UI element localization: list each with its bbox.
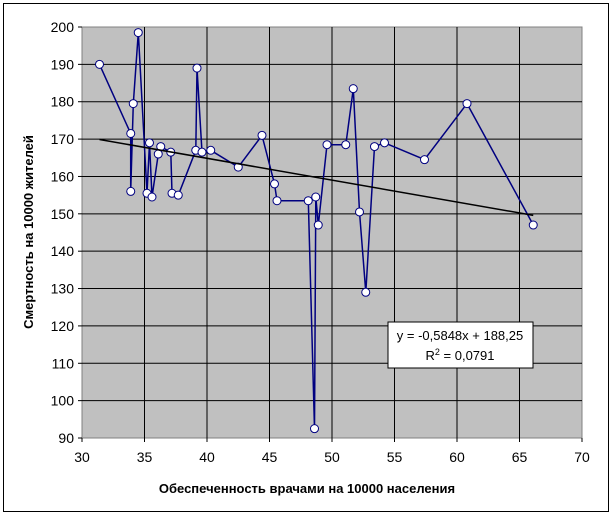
data-point bbox=[147, 192, 157, 202]
data-point bbox=[310, 424, 319, 434]
data-point bbox=[173, 190, 183, 200]
data-point bbox=[313, 220, 323, 230]
data-point bbox=[133, 28, 143, 38]
data-series bbox=[95, 28, 538, 434]
r2-value: = 0,0791 bbox=[440, 348, 495, 363]
trendline-line bbox=[99, 138, 534, 217]
y-tick-label: 160 bbox=[51, 168, 75, 184]
data-point bbox=[206, 145, 216, 155]
data-point bbox=[361, 287, 371, 297]
data-point bbox=[311, 192, 321, 202]
data-point bbox=[145, 138, 154, 148]
x-tick-label: 70 bbox=[574, 449, 590, 465]
data-point bbox=[257, 130, 267, 140]
data-point bbox=[126, 128, 136, 138]
data-point bbox=[192, 63, 202, 73]
trendline-equation: y = -0,5848x + 188,25 bbox=[397, 328, 523, 343]
y-axis-title: Смертность на 10000 жителей bbox=[21, 135, 36, 329]
data-point bbox=[348, 84, 358, 94]
data-point bbox=[95, 59, 104, 69]
tick-labels: 90 100 110 120 130 140 150 160 170 180 190 200 30 35 4… bbox=[51, 19, 590, 465]
y-tick-label: 110 bbox=[52, 355, 75, 371]
y-tick-label: 140 bbox=[51, 243, 75, 259]
y-tick-label: 190 bbox=[51, 56, 75, 72]
x-tick-label: 40 bbox=[199, 449, 215, 465]
x-tick-label: 65 bbox=[512, 449, 528, 465]
data-point bbox=[303, 196, 313, 206]
data-point bbox=[380, 138, 389, 148]
data-point bbox=[270, 179, 279, 189]
y-tick-label: 150 bbox=[51, 206, 75, 222]
y-tick-label: 200 bbox=[51, 19, 75, 35]
data-point bbox=[420, 155, 429, 165]
trendline-equation-box: y = -0,5848x + 188,25 R2 = 0,0791 bbox=[387, 321, 534, 369]
y-tick-label: 120 bbox=[51, 318, 75, 334]
data-point bbox=[126, 186, 136, 196]
y-tick-label: 100 bbox=[51, 393, 75, 409]
x-tick-label: 60 bbox=[449, 449, 465, 465]
x-tick-label: 45 bbox=[262, 449, 278, 465]
x-tick-label: 30 bbox=[74, 449, 90, 465]
trendline bbox=[99, 138, 534, 217]
r2-label: R bbox=[426, 348, 435, 363]
data-point bbox=[197, 147, 207, 157]
data-point bbox=[272, 196, 282, 206]
y-tick-label: 170 bbox=[51, 131, 75, 147]
x-tick-label: 50 bbox=[324, 449, 340, 465]
data-point bbox=[462, 99, 472, 109]
data-point bbox=[341, 140, 351, 150]
data-point bbox=[153, 149, 163, 159]
r2-superscript: 2 bbox=[435, 347, 440, 357]
y-tick-label: 90 bbox=[58, 430, 74, 446]
trendline-r2: R2 = 0,0791 bbox=[426, 347, 495, 363]
data-point bbox=[370, 142, 379, 152]
y-tick-label: 130 bbox=[51, 281, 75, 297]
x-axis-title: Обеспеченность врачами на 10000 населени… bbox=[159, 481, 455, 496]
x-tick-label: 35 bbox=[137, 449, 153, 465]
data-point bbox=[355, 207, 364, 217]
data-point bbox=[528, 220, 538, 230]
x-tick-label: 55 bbox=[387, 449, 403, 465]
y-tick-label: 180 bbox=[51, 94, 75, 110]
data-point bbox=[322, 140, 332, 150]
data-point bbox=[128, 99, 138, 109]
